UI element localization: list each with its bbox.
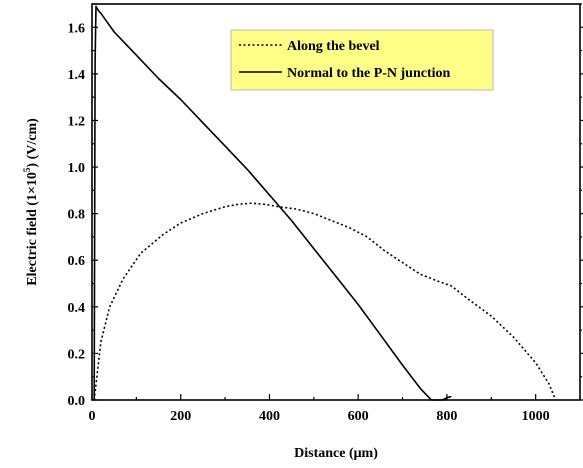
- y-tick-label: 0.8: [68, 208, 86, 223]
- y-tick-label: 1.6: [68, 21, 86, 36]
- y-axis-title: Electric field (1×105) (V/cm): [22, 118, 40, 286]
- y-tick-label: 0.6: [68, 254, 86, 269]
- x-tick-label: 800: [436, 409, 457, 424]
- y-axis-title-prefix: Electric field (1×10: [25, 172, 40, 286]
- y-tick-label: 1.4: [68, 68, 86, 83]
- x-tick-label: 0: [89, 409, 96, 424]
- legend: Along the bevel Normal to the P-N juncti…: [231, 30, 493, 90]
- y-tick-label: 1.2: [68, 114, 86, 129]
- y-tick-label: 0.2: [68, 347, 86, 362]
- x-tick-label: 200: [170, 409, 191, 424]
- y-axis-title-suffix: ) (V/cm): [25, 118, 40, 168]
- y-tick-label: 0.0: [68, 394, 86, 409]
- x-tick-label: 400: [259, 409, 280, 424]
- y-tick-label: 0.4: [68, 301, 86, 316]
- legend-label-normal: Normal to the P-N junction: [287, 66, 451, 81]
- x-tick-label: 1000: [522, 409, 550, 424]
- legend-label-bevel: Along the bevel: [287, 39, 380, 54]
- x-tick-label: 600: [348, 409, 369, 424]
- x-axis-title: Distance (μm): [294, 446, 378, 461]
- y-tick-label: 1.0: [68, 161, 86, 176]
